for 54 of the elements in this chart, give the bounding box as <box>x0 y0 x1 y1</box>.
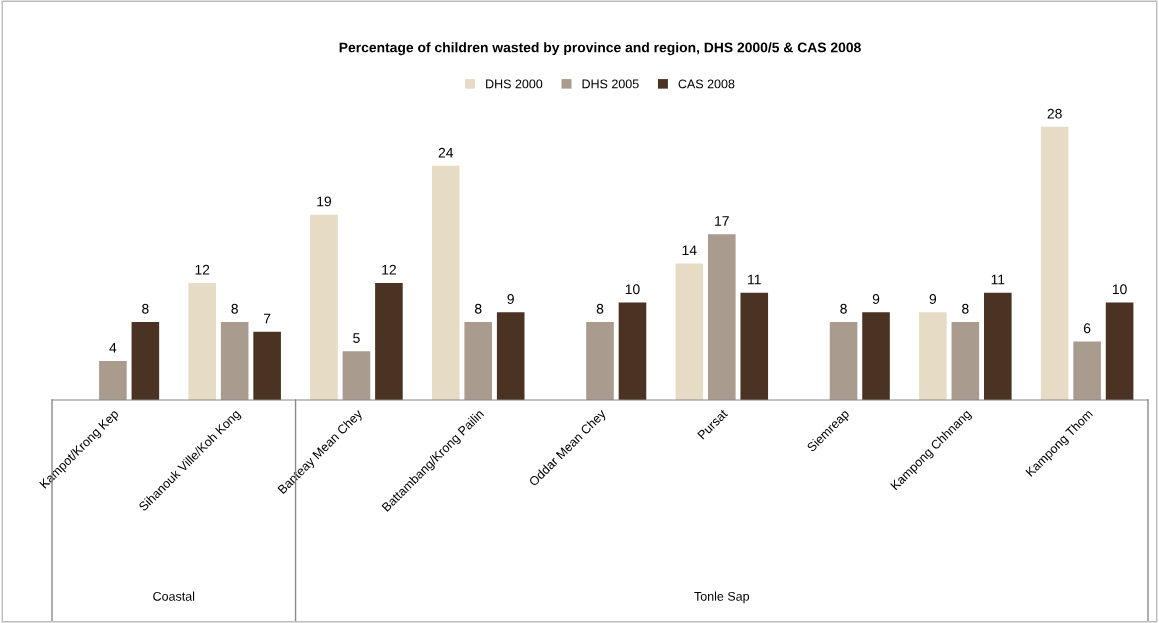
bar <box>220 321 249 400</box>
data-label: 14 <box>682 245 697 255</box>
data-label: 8 <box>840 303 847 314</box>
data-label: 8 <box>596 303 604 314</box>
data-label: 24 <box>438 147 454 158</box>
data-label: 8 <box>962 303 969 314</box>
bar <box>188 282 216 400</box>
bar <box>618 302 647 400</box>
data-label: 9 <box>507 294 514 304</box>
data-label: 8 <box>231 303 238 314</box>
bar <box>342 351 371 400</box>
data-label: 6 <box>1083 323 1091 334</box>
bar <box>253 331 281 400</box>
bar <box>919 312 947 400</box>
bar <box>310 214 338 400</box>
bar <box>99 360 127 400</box>
bar <box>984 292 1012 400</box>
data-label: 10 <box>1112 284 1127 295</box>
bar <box>586 321 614 400</box>
text: Tonle Sap <box>694 591 750 604</box>
data-label: 8 <box>142 303 149 314</box>
data-label: 5 <box>353 333 360 343</box>
data-label: 28 <box>1047 108 1062 119</box>
bar <box>862 312 890 400</box>
legend-label: CAS 2008 <box>678 79 735 89</box>
bar <box>131 321 160 400</box>
data-label: 19 <box>317 196 332 207</box>
data-label: 8 <box>474 303 482 314</box>
data-label: 4 <box>109 342 117 353</box>
bar <box>1105 302 1134 400</box>
bar <box>740 292 769 400</box>
bar <box>464 321 493 400</box>
bar <box>431 165 460 400</box>
text: Coastal <box>153 591 195 601</box>
bar <box>375 282 403 400</box>
bar <box>1040 126 1069 400</box>
legend-label: DHS 2005 <box>582 79 639 89</box>
data-label: 9 <box>872 294 880 304</box>
chart-title: Percentage of children wasted by province and region, DHS 2000/5 & CAS 2008 <box>339 42 861 56</box>
bar <box>675 263 704 400</box>
data-label: 17 <box>715 216 729 226</box>
bar <box>707 234 736 400</box>
bar <box>496 312 525 400</box>
data-label: 11 <box>748 274 761 285</box>
data-label: 12 <box>195 264 210 275</box>
bar <box>951 321 980 400</box>
data-label: 9 <box>929 294 937 304</box>
data-label: 7 <box>263 313 271 324</box>
data-label: 10 <box>625 284 640 295</box>
bar <box>1073 341 1101 400</box>
bar <box>829 321 858 400</box>
legend-label: DHS 2000 <box>486 79 543 89</box>
data-label: 11 <box>991 274 1005 285</box>
data-label: 12 <box>382 264 396 275</box>
